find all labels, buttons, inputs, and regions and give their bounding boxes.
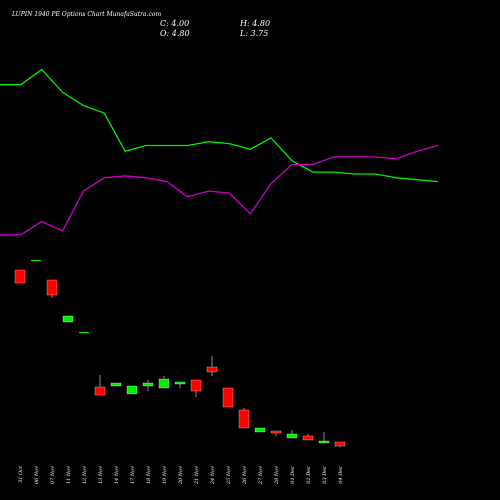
x-tick-label: 31 Oct	[18, 465, 24, 483]
header-stat: O: 4.80	[160, 29, 190, 38]
candle-body	[206, 366, 218, 373]
x-tick-label: 26 Nov	[242, 466, 248, 485]
candle-body	[302, 435, 314, 441]
candle-body	[190, 379, 202, 392]
candle-body	[222, 387, 234, 408]
x-tick-label: 14 Nov	[114, 466, 120, 484]
candle-body	[174, 381, 186, 385]
candle-body	[158, 378, 170, 389]
candle-body	[110, 382, 122, 387]
x-tick-label: 11 Nov	[66, 466, 72, 484]
header-stat: H: 4.80	[239, 19, 270, 28]
candle-body	[79, 332, 89, 333]
x-tick-label: 13 Nov	[98, 466, 104, 484]
x-tick-label: 18 Nov	[146, 466, 152, 484]
candle-body	[334, 441, 346, 447]
candle-body	[31, 260, 41, 261]
candle-body	[254, 427, 266, 433]
x-tick-label: 17 Nov	[130, 466, 136, 484]
x-tick-label: 19 Nov	[162, 466, 168, 484]
x-tick-label: 04 Dec	[338, 466, 344, 484]
x-tick-label: 24 Nov	[210, 466, 216, 485]
x-tick-label: 03 Dec	[322, 466, 328, 484]
x-tick-label: 25 Nov	[226, 466, 232, 485]
x-tick-label: 12 Nov	[82, 466, 88, 484]
candle-body	[62, 315, 74, 323]
candle-body	[142, 382, 154, 387]
candle-body	[14, 269, 26, 284]
x-tick-label: 01 Dec	[290, 466, 296, 484]
candle-body	[286, 433, 298, 439]
indicator-line	[0, 144, 439, 236]
candle-body	[46, 279, 58, 296]
x-tick-label: 21 Nov	[194, 466, 200, 485]
x-tick-label: 06 Nov	[34, 466, 40, 484]
candle-body	[94, 386, 106, 396]
candle-body	[270, 430, 282, 434]
chart-title: LUPIN 1940 PE Options Chart MunafaSutra.…	[11, 11, 162, 18]
x-tick-label: 20 Nov	[178, 466, 184, 485]
candle-body	[238, 409, 250, 429]
x-tick-label: 28 Nov	[274, 466, 280, 485]
candle-body	[318, 440, 330, 444]
candle-body	[126, 385, 138, 395]
x-tick-label: 02 Dec	[306, 466, 312, 484]
x-tick-label: 07 Nov	[50, 466, 56, 484]
indicator-line	[0, 68, 439, 183]
x-tick-label: 27 Nov	[258, 466, 264, 485]
header-stat: C: 4.00	[160, 19, 189, 28]
header-stat: L: 3.75	[239, 29, 268, 38]
